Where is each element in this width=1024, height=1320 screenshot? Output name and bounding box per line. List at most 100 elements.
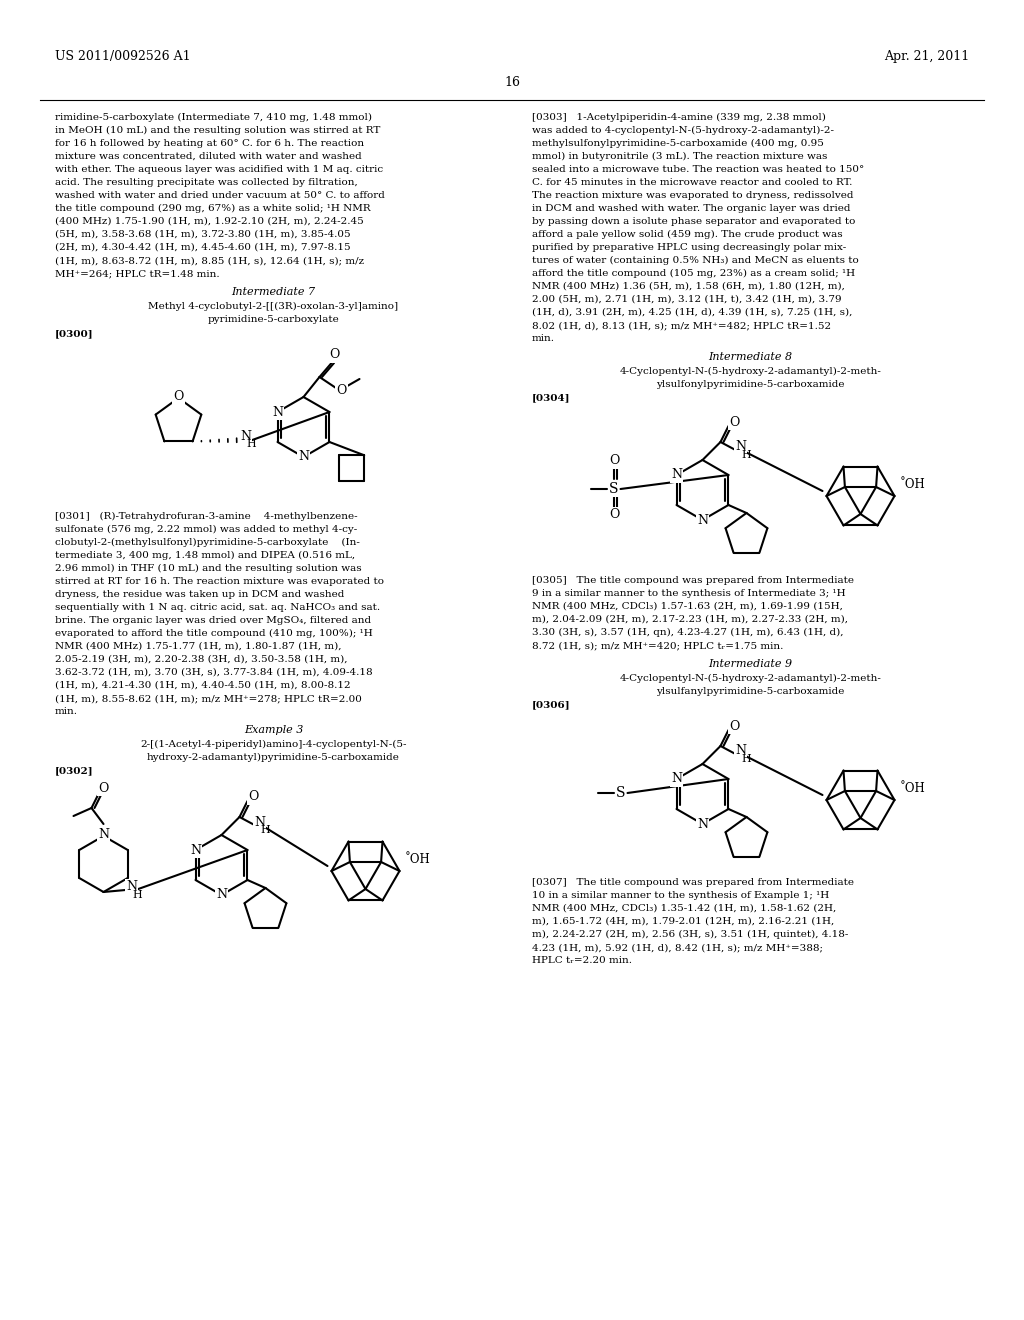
Text: Intermediate 8: Intermediate 8 xyxy=(709,352,793,362)
Text: 2.05-2.19 (3H, m), 2.20-2.38 (3H, d), 3.50-3.58 (1H, m),: 2.05-2.19 (3H, m), 2.20-2.38 (3H, d), 3.… xyxy=(55,655,347,664)
Text: washed with water and dried under vacuum at 50° C. to afford: washed with water and dried under vacuum… xyxy=(55,191,385,201)
Text: [0305]   The title compound was prepared from Intermediate: [0305] The title compound was prepared f… xyxy=(532,576,854,585)
Text: Intermediate 7: Intermediate 7 xyxy=(231,286,315,297)
Text: m), 1.65-1.72 (4H, m), 1.79-2.01 (12H, m), 2.16-2.21 (1H,: m), 1.65-1.72 (4H, m), 1.79-2.01 (12H, m… xyxy=(532,917,835,927)
Text: 16: 16 xyxy=(504,77,520,88)
Text: min.: min. xyxy=(55,708,78,715)
Text: by passing down a isolute phase separator and evaporated to: by passing down a isolute phase separato… xyxy=(532,216,855,226)
Text: US 2011/0092526 A1: US 2011/0092526 A1 xyxy=(55,50,190,63)
Text: (5H, m), 3.58-3.68 (1H, m), 3.72-3.80 (1H, m), 3.85-4.05: (5H, m), 3.58-3.68 (1H, m), 3.72-3.80 (1… xyxy=(55,230,350,239)
Text: N: N xyxy=(240,430,251,444)
Text: N: N xyxy=(272,405,283,418)
Text: H: H xyxy=(133,890,142,900)
Text: [0304]: [0304] xyxy=(532,393,570,403)
Text: 3.30 (3H, s), 3.57 (1H, qn), 4.23-4.27 (1H, m), 6.43 (1H, d),: 3.30 (3H, s), 3.57 (1H, qn), 4.23-4.27 (… xyxy=(532,628,844,638)
Text: 4-Cyclopentyl-N-(5-hydroxy-2-adamantyl)-2-meth-: 4-Cyclopentyl-N-(5-hydroxy-2-adamantyl)-… xyxy=(620,675,882,684)
Text: NMR (400 MHz) 1.36 (5H, m), 1.58 (6H, m), 1.80 (12H, m),: NMR (400 MHz) 1.36 (5H, m), 1.58 (6H, m)… xyxy=(532,282,845,290)
Text: O: O xyxy=(336,384,347,397)
Text: 3.62-3.72 (1H, m), 3.70 (3H, s), 3.77-3.84 (1H, m), 4.09-4.18: 3.62-3.72 (1H, m), 3.70 (3H, s), 3.77-3.… xyxy=(55,668,373,677)
Text: Apr. 21, 2011: Apr. 21, 2011 xyxy=(884,50,969,63)
Text: min.: min. xyxy=(532,334,555,343)
Text: hydroxy-2-adamantyl)pyrimidine-5-carboxamide: hydroxy-2-adamantyl)pyrimidine-5-carboxa… xyxy=(147,752,400,762)
Text: afford the title compound (105 mg, 23%) as a cream solid; ¹H: afford the title compound (105 mg, 23%) … xyxy=(532,269,855,279)
Text: afford a pale yellow solid (459 mg). The crude product was: afford a pale yellow solid (459 mg). The… xyxy=(532,230,843,239)
Text: (1H, m), 8.55-8.62 (1H, m); m/z MH⁺=278; HPLC tR=2.00: (1H, m), 8.55-8.62 (1H, m); m/z MH⁺=278;… xyxy=(55,694,361,704)
Text: N: N xyxy=(254,816,265,829)
Text: purified by preparative HPLC using decreasingly polar mix-: purified by preparative HPLC using decre… xyxy=(532,243,846,252)
Text: [0306]: [0306] xyxy=(532,700,570,709)
Text: rimidine-5-carboxylate (Intermediate 7, 410 mg, 1.48 mmol): rimidine-5-carboxylate (Intermediate 7, … xyxy=(55,114,372,123)
Text: [0303]   1-Acetylpiperidin-4-amine (339 mg, 2.38 mmol): [0303] 1-Acetylpiperidin-4-amine (339 mg… xyxy=(532,114,826,123)
Text: stirred at RT for 16 h. The reaction mixture was evaporated to: stirred at RT for 16 h. The reaction mix… xyxy=(55,577,384,586)
Text: S: S xyxy=(615,785,626,800)
Text: m), 2.04-2.09 (2H, m), 2.17-2.23 (1H, m), 2.27-2.33 (2H, m),: m), 2.04-2.09 (2H, m), 2.17-2.23 (1H, m)… xyxy=(532,615,848,624)
Text: [0300]: [0300] xyxy=(55,329,93,338)
Text: N: N xyxy=(126,880,137,894)
Text: O: O xyxy=(248,791,259,804)
Text: ˚OH: ˚OH xyxy=(404,853,430,866)
Text: 2.00 (5H, m), 2.71 (1H, m), 3.12 (1H, t), 3.42 (1H, m), 3.79: 2.00 (5H, m), 2.71 (1H, m), 3.12 (1H, t)… xyxy=(532,294,842,304)
Text: with ether. The aqueous layer was acidified with 1 M aq. citric: with ether. The aqueous layer was acidif… xyxy=(55,165,383,174)
Text: 4-Cyclopentyl-N-(5-hydroxy-2-adamantyl)-2-meth-: 4-Cyclopentyl-N-(5-hydroxy-2-adamantyl)-… xyxy=(620,367,882,376)
Text: (400 MHz) 1.75-1.90 (1H, m), 1.92-2.10 (2H, m), 2.24-2.45: (400 MHz) 1.75-1.90 (1H, m), 1.92-2.10 (… xyxy=(55,216,364,226)
Text: mixture was concentrated, diluted with water and washed: mixture was concentrated, diluted with w… xyxy=(55,152,361,161)
Text: HPLC tᵣ=2.20 min.: HPLC tᵣ=2.20 min. xyxy=(532,956,632,965)
Text: S: S xyxy=(608,482,618,496)
Text: N: N xyxy=(98,829,109,842)
Text: evaporated to afford the title compound (410 mg, 100%); ¹H: evaporated to afford the title compound … xyxy=(55,630,373,638)
Text: tures of water (containing 0.5% NH₃) and MeCN as eluents to: tures of water (containing 0.5% NH₃) and… xyxy=(532,256,859,265)
Text: [0302]: [0302] xyxy=(55,766,93,775)
Text: (2H, m), 4.30-4.42 (1H, m), 4.45-4.60 (1H, m), 7.97-8.15: (2H, m), 4.30-4.42 (1H, m), 4.45-4.60 (1… xyxy=(55,243,350,252)
Text: termediate 3, 400 mg, 1.48 mmol) and DIPEA (0.516 mL,: termediate 3, 400 mg, 1.48 mmol) and DIP… xyxy=(55,550,355,560)
Text: ˚OH: ˚OH xyxy=(899,478,926,491)
Text: N: N xyxy=(298,450,309,463)
Text: mmol) in butyronitrile (3 mL). The reaction mixture was: mmol) in butyronitrile (3 mL). The react… xyxy=(532,152,827,161)
Text: (1H, m), 8.63-8.72 (1H, m), 8.85 (1H, s), 12.64 (1H, s); m/z: (1H, m), 8.63-8.72 (1H, m), 8.85 (1H, s)… xyxy=(55,256,365,265)
Text: (1H, d), 3.91 (2H, m), 4.25 (1H, d), 4.39 (1H, s), 7.25 (1H, s),: (1H, d), 3.91 (2H, m), 4.25 (1H, d), 4.3… xyxy=(532,308,852,317)
Text: NMR (400 MHz, CDCl₃) 1.57-1.63 (2H, m), 1.69-1.99 (15H,: NMR (400 MHz, CDCl₃) 1.57-1.63 (2H, m), … xyxy=(532,602,843,611)
Text: [0307]   The title compound was prepared from Intermediate: [0307] The title compound was prepared f… xyxy=(532,878,854,887)
Text: Methyl 4-cyclobutyl-2-[[(3R)-oxolan-3-yl]amino]: Methyl 4-cyclobutyl-2-[[(3R)-oxolan-3-yl… xyxy=(148,302,398,312)
Text: 2-[(1-Acetyl-4-piperidyl)amino]-4-cyclopentyl-N-(5-: 2-[(1-Acetyl-4-piperidyl)amino]-4-cyclop… xyxy=(140,741,407,750)
Text: NMR (400 MHz, CDCl₃) 1.35-1.42 (1H, m), 1.58-1.62 (2H,: NMR (400 MHz, CDCl₃) 1.35-1.42 (1H, m), … xyxy=(532,904,837,913)
Text: brine. The organic layer was dried over MgSO₄, filtered and: brine. The organic layer was dried over … xyxy=(55,616,371,624)
Text: 8.02 (1H, d), 8.13 (1H, s); m/z MH⁺=482; HPLC tR=1.52: 8.02 (1H, d), 8.13 (1H, s); m/z MH⁺=482;… xyxy=(532,321,831,330)
Text: ˚OH: ˚OH xyxy=(899,781,926,795)
Text: sulfonate (576 mg, 2.22 mmol) was added to methyl 4-cy-: sulfonate (576 mg, 2.22 mmol) was added … xyxy=(55,525,357,535)
Text: The reaction mixture was evaporated to dryness, redissolved: The reaction mixture was evaporated to d… xyxy=(532,191,853,201)
Text: ylsulfanylpyrimidine-5-carboxamide: ylsulfanylpyrimidine-5-carboxamide xyxy=(656,686,845,696)
Text: O: O xyxy=(609,508,620,521)
Text: H: H xyxy=(741,754,752,764)
Text: N: N xyxy=(190,843,201,857)
Text: pyrimidine-5-carboxylate: pyrimidine-5-carboxylate xyxy=(208,315,339,323)
Text: H: H xyxy=(247,440,256,449)
Text: [0301]   (R)-Tetrahydrofuran-3-amine    4-methylbenzene-: [0301] (R)-Tetrahydrofuran-3-amine 4-met… xyxy=(55,512,357,521)
Text: 2.96 mmol) in THF (10 mL) and the resulting solution was: 2.96 mmol) in THF (10 mL) and the result… xyxy=(55,564,361,573)
Text: O: O xyxy=(98,781,109,795)
Text: m), 2.24-2.27 (2H, m), 2.56 (3H, s), 3.51 (1H, quintet), 4.18-: m), 2.24-2.27 (2H, m), 2.56 (3H, s), 3.5… xyxy=(532,931,848,939)
Text: N: N xyxy=(671,469,682,482)
Text: sequentially with 1 N aq. citric acid, sat. aq. NaHCO₃ and sat.: sequentially with 1 N aq. citric acid, s… xyxy=(55,603,380,612)
Text: the title compound (290 mg, 67%) as a white solid; ¹H NMR: the title compound (290 mg, 67%) as a wh… xyxy=(55,205,371,213)
Text: for 16 h followed by heating at 60° C. for 6 h. The reaction: for 16 h followed by heating at 60° C. f… xyxy=(55,139,365,148)
Text: clobutyl-2-(methylsulfonyl)pyrimidine-5-carboxylate    (In-: clobutyl-2-(methylsulfonyl)pyrimidine-5-… xyxy=(55,539,359,546)
Text: 8.72 (1H, s); m/z MH⁺=420; HPLC tᵣ=1.75 min.: 8.72 (1H, s); m/z MH⁺=420; HPLC tᵣ=1.75 … xyxy=(532,642,783,649)
Text: O: O xyxy=(330,348,340,362)
Text: in DCM and washed with water. The organic layer was dried: in DCM and washed with water. The organi… xyxy=(532,205,851,213)
Text: 10 in a similar manner to the synthesis of Example 1; ¹H: 10 in a similar manner to the synthesis … xyxy=(532,891,829,900)
Text: O: O xyxy=(609,454,620,467)
Text: (1H, m), 4.21-4.30 (1H, m), 4.40-4.50 (1H, m), 8.00-8.12: (1H, m), 4.21-4.30 (1H, m), 4.40-4.50 (1… xyxy=(55,681,350,690)
Text: N: N xyxy=(735,441,746,454)
Text: dryness, the residue was taken up in DCM and washed: dryness, the residue was taken up in DCM… xyxy=(55,590,344,599)
Text: O: O xyxy=(729,719,739,733)
Text: H: H xyxy=(261,825,270,836)
Text: was added to 4-cyclopentyl-N-(5-hydroxy-2-adamantyl)-2-: was added to 4-cyclopentyl-N-(5-hydroxy-… xyxy=(532,125,834,135)
Text: N: N xyxy=(697,817,708,830)
Text: N: N xyxy=(735,744,746,758)
Text: 9 in a similar manner to the synthesis of Intermediate 3; ¹H: 9 in a similar manner to the synthesis o… xyxy=(532,589,846,598)
Text: ylsulfonylpyrimidine-5-carboxamide: ylsulfonylpyrimidine-5-carboxamide xyxy=(656,380,845,389)
Text: 4.23 (1H, m), 5.92 (1H, d), 8.42 (1H, s); m/z MH⁺=388;: 4.23 (1H, m), 5.92 (1H, d), 8.42 (1H, s)… xyxy=(532,942,823,952)
Text: in MeOH (10 mL) and the resulting solution was stirred at RT: in MeOH (10 mL) and the resulting soluti… xyxy=(55,125,380,135)
Text: Intermediate 9: Intermediate 9 xyxy=(709,659,793,669)
Text: H: H xyxy=(741,450,752,459)
